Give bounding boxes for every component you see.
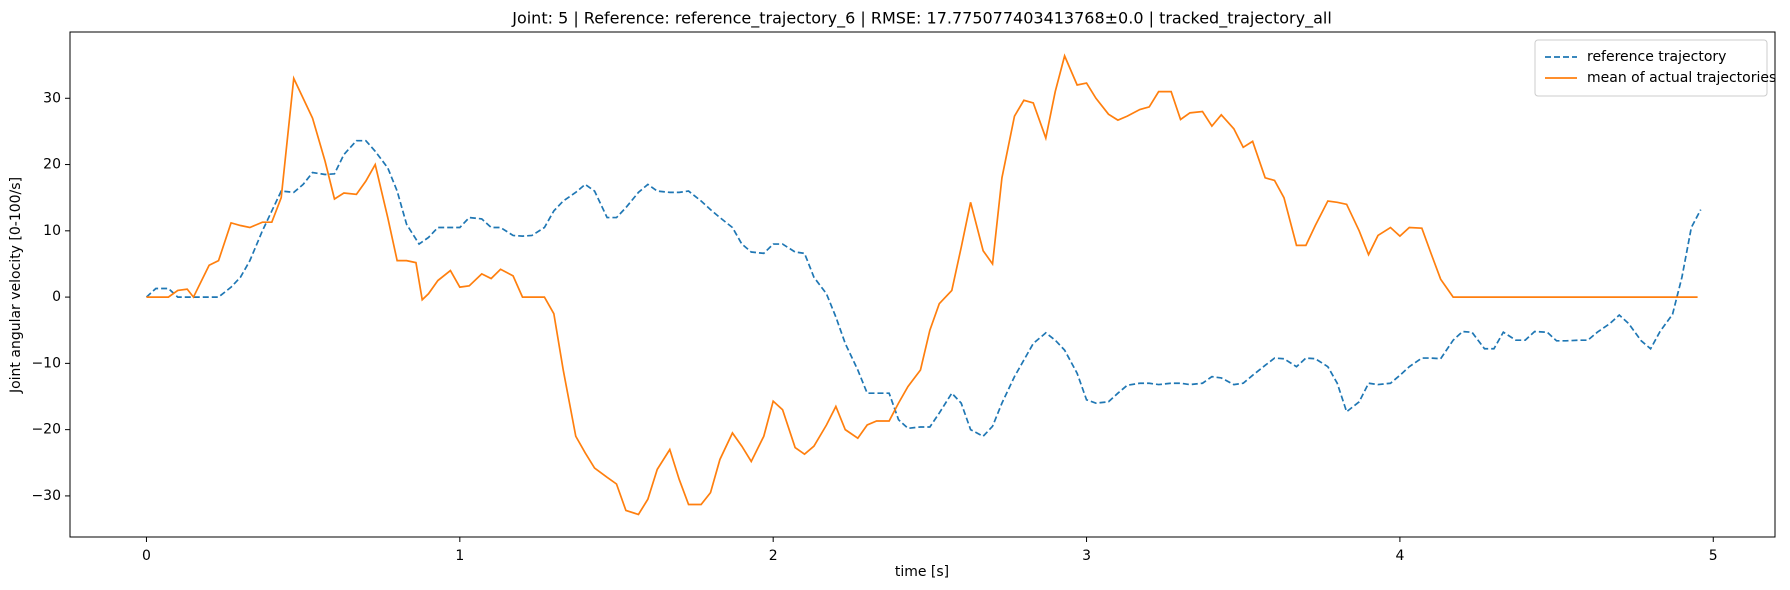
y-tick-label: 0	[52, 289, 61, 305]
x-tick-label: 5	[1709, 548, 1718, 564]
x-tick-label: 2	[769, 548, 778, 564]
y-axis-label: Joint angular velocity [0-100/s]	[8, 177, 24, 394]
y-tick-label: 20	[43, 157, 61, 173]
y-tick-label: 10	[43, 223, 61, 239]
x-tick-label: 4	[1395, 548, 1404, 564]
series-line	[146, 53, 1698, 516]
y-tick-label: −10	[31, 355, 61, 371]
legend-label: reference trajectory	[1587, 49, 1726, 65]
plot-frame	[69, 31, 1776, 538]
y-tick-label: 30	[43, 90, 61, 106]
y-tick-label: −30	[31, 488, 61, 504]
x-axis-label: time [s]	[895, 564, 949, 580]
x-tick-label: 3	[1082, 548, 1091, 564]
legend-label: mean of actual trajectories	[1587, 70, 1776, 86]
x-tick-label: 0	[142, 548, 151, 564]
chart-title: Joint: 5 | Reference: reference_trajecto…	[511, 9, 1332, 29]
series-line	[145, 139, 1702, 438]
y-tick-label: −20	[31, 422, 61, 438]
x-tick-label: 1	[455, 548, 464, 564]
legend-box	[1534, 39, 1768, 97]
